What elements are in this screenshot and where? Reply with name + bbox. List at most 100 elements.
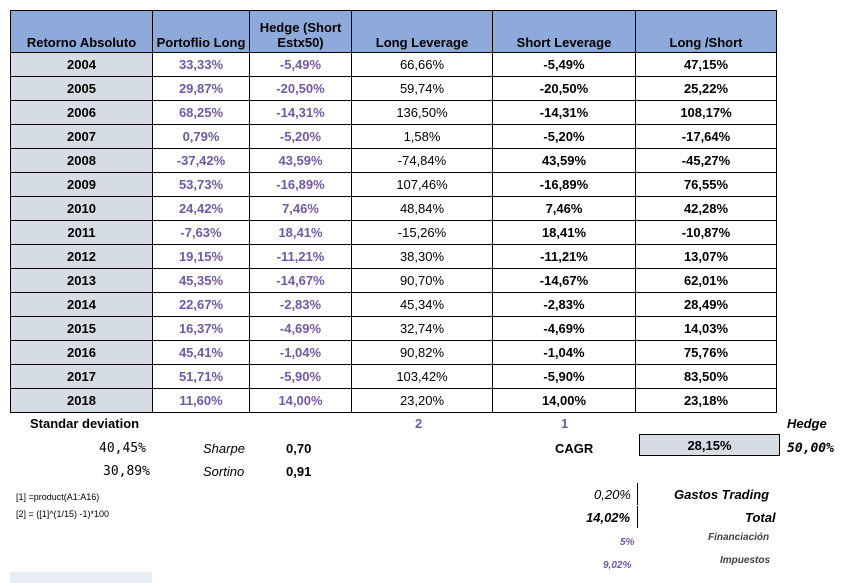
portfolio-long-cell[interactable]: 33,33%	[152, 52, 250, 77]
long-short-cell[interactable]: 83,50%	[635, 364, 777, 389]
long-leverage-cell[interactable]: 59,74%	[351, 76, 493, 101]
financiacion-value[interactable]: 5%	[620, 537, 635, 548]
long-short-cell[interactable]: 108,17%	[635, 100, 777, 125]
short-leverage-cell[interactable]: -5,49%	[492, 52, 636, 77]
long-leverage-cell[interactable]: 90,82%	[351, 340, 493, 365]
hedge-cell[interactable]: -5,49%	[249, 52, 352, 77]
year-cell[interactable]: 2018	[10, 388, 153, 413]
short-leverage-cell[interactable]: -4,69%	[492, 316, 636, 341]
year-cell[interactable]: 2017	[10, 364, 153, 389]
short-leverage-cell[interactable]: -16,89%	[492, 172, 636, 197]
portfolio-long-cell[interactable]: 45,35%	[152, 268, 250, 293]
header-portfolio-long[interactable]: Portoflio Long	[152, 10, 250, 53]
hedge-cell[interactable]: -5,90%	[249, 364, 352, 389]
header-long-leverage[interactable]: Long Leverage	[351, 10, 493, 53]
long-leverage-cell[interactable]: -15,26%	[351, 220, 493, 245]
long-leverage-cell[interactable]: 48,84%	[351, 196, 493, 221]
year-cell[interactable]: 2016	[10, 340, 153, 365]
portfolio-long-cell[interactable]: 19,15%	[152, 244, 250, 269]
financiacion-label[interactable]: Financiación	[708, 532, 770, 543]
long-leverage-cell[interactable]: 38,30%	[351, 244, 493, 269]
long-leverage-cell[interactable]: -74,84%	[351, 148, 493, 173]
portfolio-long-cell[interactable]: 22,67%	[152, 292, 250, 317]
short-leverage-cell[interactable]: -5,90%	[492, 364, 636, 389]
year-cell[interactable]: 2006	[10, 100, 153, 125]
year-cell[interactable]: 2013	[10, 268, 153, 293]
impuestos-value[interactable]: 9,02%	[603, 560, 632, 571]
portfolio-long-cell[interactable]: 51,71%	[152, 364, 250, 389]
hedge-cell[interactable]: -16,89%	[249, 172, 352, 197]
short-leverage-cell[interactable]: -14,67%	[492, 268, 636, 293]
year-cell[interactable]: 2004	[10, 52, 153, 77]
long-leverage-cell[interactable]: 107,46%	[351, 172, 493, 197]
year-cell[interactable]: 2011	[10, 220, 153, 245]
long-short-cell[interactable]: 47,15%	[635, 52, 777, 77]
header-long-short[interactable]: Long /Short	[635, 10, 777, 53]
hedge-cell[interactable]: -20,50%	[249, 76, 352, 101]
leverage-short-value[interactable]: 1	[561, 416, 569, 431]
sharpe-value[interactable]: 0,70	[286, 441, 312, 456]
portfolio-long-cell[interactable]: 11,60%	[152, 388, 250, 413]
long-short-cell[interactable]: -45,27%	[635, 148, 777, 173]
hedge-cell[interactable]: 7,46%	[249, 196, 352, 221]
cagr-value[interactable]: 28,15%	[639, 434, 780, 456]
short-leverage-cell[interactable]: -20,50%	[492, 76, 636, 101]
formula-note-1[interactable]: [1] =product(A1:A16)	[16, 492, 100, 502]
short-leverage-cell[interactable]: -5,20%	[492, 124, 636, 149]
long-leverage-cell[interactable]: 1,58%	[351, 124, 493, 149]
short-leverage-cell[interactable]: -14,31%	[492, 100, 636, 125]
long-short-cell[interactable]: -17,64%	[635, 124, 777, 149]
portfolio-long-cell[interactable]: 0,79%	[152, 124, 250, 149]
long-short-cell[interactable]: 75,76%	[635, 340, 777, 365]
year-cell[interactable]: 2005	[10, 76, 153, 101]
hedge-cell[interactable]: 43,59%	[249, 148, 352, 173]
short-leverage-cell[interactable]: -2,83%	[492, 292, 636, 317]
year-cell[interactable]: 2009	[10, 172, 153, 197]
year-cell[interactable]: 2015	[10, 316, 153, 341]
trading-cost-value[interactable]: 0,20%	[594, 487, 631, 502]
cagr-label[interactable]: CAGR	[555, 441, 594, 456]
portfolio-long-cell[interactable]: 24,42%	[152, 196, 250, 221]
portfolio-long-cell[interactable]: -37,42%	[152, 148, 250, 173]
hedge-cell[interactable]: -4,69%	[249, 316, 352, 341]
total-label[interactable]: Total	[745, 510, 776, 525]
impuestos-label[interactable]: Impuestos	[720, 555, 771, 566]
hedge-cell[interactable]: -1,04%	[249, 340, 352, 365]
short-leverage-cell[interactable]: 43,59%	[492, 148, 636, 173]
short-leverage-cell[interactable]: -1,04%	[492, 340, 636, 365]
portfolio-long-cell[interactable]: 45,41%	[152, 340, 250, 365]
long-leverage-cell[interactable]: 32,74%	[351, 316, 493, 341]
formula-note-2[interactable]: [2] = ([1]^(1/15) -1)*100	[16, 509, 110, 519]
header-hedge[interactable]: Hedge (Short Estx50)	[249, 10, 352, 53]
long-leverage-cell[interactable]: 136,50%	[351, 100, 493, 125]
leverage-long-value[interactable]: 2	[415, 416, 423, 431]
hedge-cell[interactable]: 14,00%	[249, 388, 352, 413]
long-short-cell[interactable]: 14,03%	[635, 316, 777, 341]
std-deviation-value[interactable]: 40,45%	[99, 441, 146, 456]
header-short-leverage[interactable]: Short Leverage	[492, 10, 636, 53]
long-short-cell[interactable]: 25,22%	[635, 76, 777, 101]
year-cell[interactable]: 2010	[10, 196, 153, 221]
long-leverage-cell[interactable]: 90,70%	[351, 268, 493, 293]
portfolio-long-cell[interactable]: -7,63%	[152, 220, 250, 245]
short-leverage-cell[interactable]: 18,41%	[492, 220, 636, 245]
portfolio-long-cell[interactable]: 53,73%	[152, 172, 250, 197]
long-short-cell[interactable]: -10,87%	[635, 220, 777, 245]
portfolio-long-cell[interactable]: 68,25%	[152, 100, 250, 125]
long-leverage-cell[interactable]: 66,66%	[351, 52, 493, 77]
hedge-cell[interactable]: 18,41%	[249, 220, 352, 245]
sortino-label[interactable]: Sortino	[203, 464, 245, 479]
long-short-cell[interactable]: 76,55%	[635, 172, 777, 197]
year-cell[interactable]: 2007	[10, 124, 153, 149]
trading-cost-label[interactable]: Gastos Trading	[674, 487, 770, 502]
long-short-cell[interactable]: 28,49%	[635, 292, 777, 317]
hedge-cell[interactable]: -11,21%	[249, 244, 352, 269]
portfolio-long-cell[interactable]: 29,87%	[152, 76, 250, 101]
year-cell[interactable]: 2014	[10, 292, 153, 317]
long-short-cell[interactable]: 62,01%	[635, 268, 777, 293]
hedge-cell[interactable]: -5,20%	[249, 124, 352, 149]
year-cell[interactable]: 2008	[10, 148, 153, 173]
short-leverage-cell[interactable]: 14,00%	[492, 388, 636, 413]
year-cell[interactable]: 2012	[10, 244, 153, 269]
long-short-cell[interactable]: 23,18%	[635, 388, 777, 413]
